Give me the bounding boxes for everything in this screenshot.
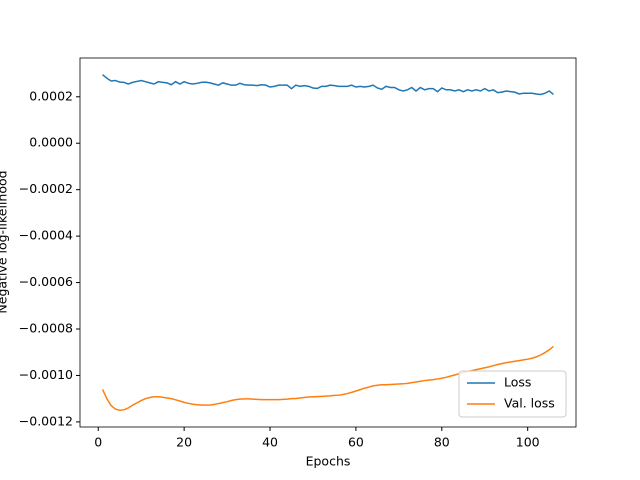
y-tick-label: −0.0012 — [19, 413, 73, 428]
y-axis-label: Negative log-likelihood — [0, 170, 10, 313]
y-tick-label: −0.0008 — [19, 321, 73, 336]
y-tick-label: 0.0000 — [29, 135, 73, 150]
x-tick-label: 40 — [262, 435, 278, 450]
x-tick-label: 0 — [94, 435, 102, 450]
x-axis-label: Epochs — [306, 454, 351, 469]
y-tick-label: −0.0010 — [19, 367, 73, 382]
legend-label: Val. loss — [504, 396, 555, 411]
y-tick-label: 0.0002 — [29, 88, 73, 103]
x-tick-label: 20 — [176, 435, 192, 450]
line-series — [102, 74, 554, 96]
y-tick-label: −0.0004 — [19, 228, 73, 243]
legend-label: Loss — [504, 375, 531, 390]
x-tick-label: 100 — [516, 435, 540, 450]
y-tick-label: −0.0006 — [19, 274, 73, 289]
x-tick-label: 80 — [434, 435, 450, 450]
y-tick-label: −0.0002 — [19, 181, 73, 196]
x-tick-label: 60 — [348, 435, 364, 450]
line-series — [101, 345, 554, 412]
plot-frame — [79, 57, 577, 428]
